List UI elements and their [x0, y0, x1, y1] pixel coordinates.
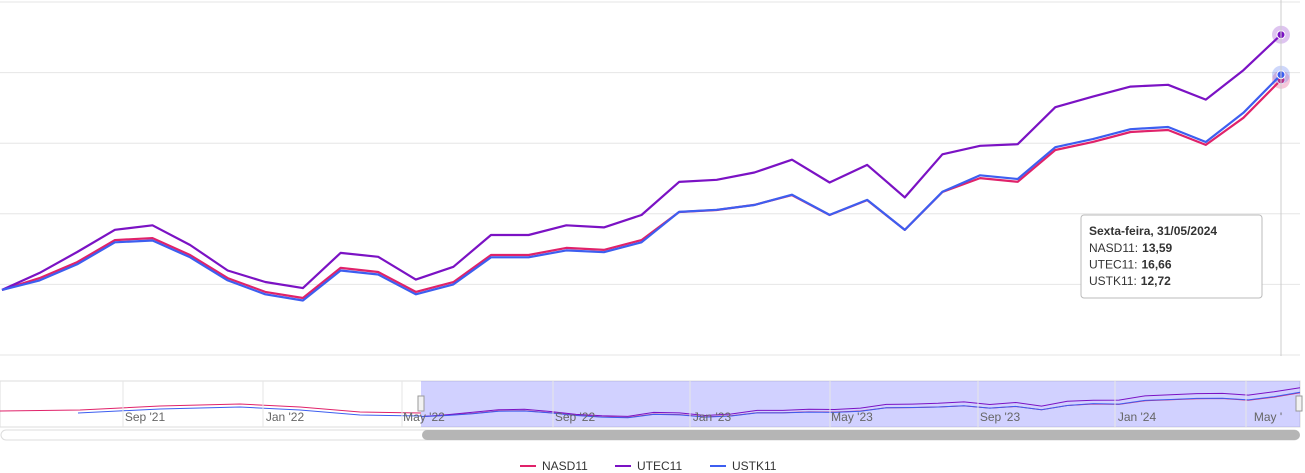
- navigator-label: May '23: [831, 410, 873, 424]
- scrollbar-thumb[interactable]: [422, 430, 1300, 440]
- legend-label[interactable]: USTK11: [732, 459, 777, 473]
- series-line: [1, 33, 1282, 291]
- navigator-label: Sep '22: [555, 410, 596, 424]
- plot: [1, 25, 1290, 302]
- navigator-line: [420, 391, 1301, 419]
- navigator-history: [77, 406, 422, 417]
- navigator-handle[interactable]: [417, 395, 425, 412]
- tooltip-box: [1080, 214, 1263, 299]
- tooltip-title: Sexta-feira, 31/05/2024: [1089, 224, 1217, 238]
- legend: NASD11 UTEC11 USTK11: [520, 459, 777, 473]
- grid: [0, 1, 1300, 356]
- navigator-handle[interactable]: [1295, 395, 1303, 412]
- series-line: [1, 79, 1282, 300]
- tooltip-name: USTK11:: [1089, 274, 1137, 288]
- series-line: [1, 73, 1282, 302]
- tooltip-value: 16,66: [1141, 258, 1171, 272]
- tooltip-value: 12,72: [1141, 274, 1171, 288]
- navigator-label: Sep '21: [125, 410, 166, 424]
- navigator-line: [420, 387, 1301, 418]
- tooltip-value: 13,59: [1142, 241, 1172, 255]
- navigator-label: Jan '22: [266, 410, 305, 424]
- navigator-history: [0, 403, 422, 414]
- tooltip-item: UTEC11: 16,66: [1089, 258, 1172, 272]
- tooltip-name: UTEC11:: [1089, 258, 1137, 272]
- tooltip-item: NASD11: 13,59: [1089, 241, 1172, 255]
- legend-label[interactable]: NASD11: [542, 459, 588, 473]
- legend-label[interactable]: UTEC11: [637, 459, 682, 473]
- navigator-label: May ': [1254, 410, 1282, 424]
- tooltip-name: NASD11:: [1089, 241, 1138, 255]
- tooltip: Sexta-feira, 31/05/2024 NASD11: 13,59 UTEC1…: [1080, 214, 1263, 299]
- navigator-label: Sep '23: [980, 410, 1021, 424]
- tooltip-item: USTK11: 12,72: [1089, 274, 1171, 288]
- navigator-label: Jan '24: [1118, 410, 1157, 424]
- navigator-mask[interactable]: [421, 381, 1300, 427]
- navigator: Sep '21 Jan '22 May '22 Sep '22 Jan '23 May '…: [0, 380, 1303, 441]
- navigator-label: Jan '23: [693, 410, 732, 424]
- navigator-label: May '22: [403, 410, 445, 424]
